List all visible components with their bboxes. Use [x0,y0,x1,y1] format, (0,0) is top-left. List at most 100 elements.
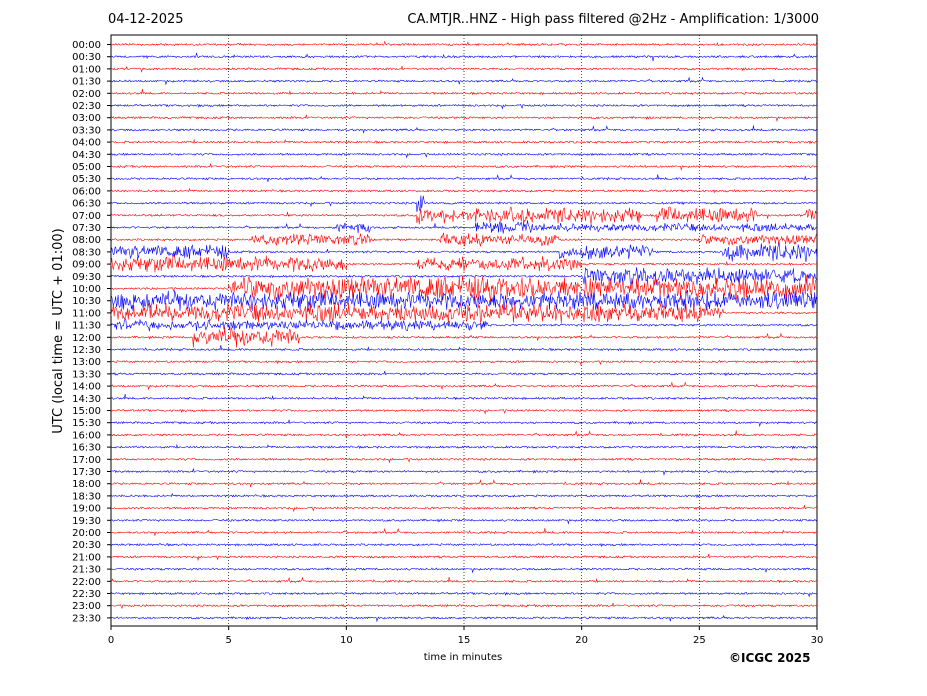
plot-frame [110,34,818,627]
y-tick-label: 20:00 [72,528,101,539]
trace-1100 [110,302,818,324]
y-tick-label: 23:30 [72,613,101,624]
y-tick-label: 23:00 [72,601,101,612]
y-tick-label: 04:00 [72,138,101,149]
y-tick-label: 08:30 [72,247,101,258]
trace-1300 [110,359,818,366]
trace-0200 [110,88,818,96]
y-tick-label: 13:30 [72,369,101,380]
trace-0100 [110,65,818,73]
y-tick-label: 10:00 [72,284,101,295]
trace-2030 [110,542,818,548]
trace-0300 [110,114,818,123]
y-tick-label: 01:30 [72,77,101,88]
trace-2200 [110,576,818,584]
y-tick-label: 03:30 [72,125,101,136]
y-tick-label: 06:00 [72,186,101,197]
trace-1400 [110,381,818,391]
trace-0230 [110,103,818,110]
y-tick-label: 12:00 [72,333,101,344]
trace-0030 [110,52,818,62]
y-tick-label: 09:00 [72,260,101,271]
y-tick-label: 16:00 [72,430,101,441]
trace-1200 [110,327,818,348]
trace-1700 [110,457,818,464]
trace-0700 [110,206,818,225]
y-tick-label: 22:00 [72,577,101,588]
y-tick-label: 03:00 [72,113,101,124]
trace-0530 [110,174,818,182]
trace-1230 [110,345,818,352]
trace-1330 [110,370,818,377]
x-tick-label: 20 [575,635,588,646]
y-tick-label: 07:30 [72,223,101,234]
trace-0400 [110,138,818,145]
y-tick-label: 09:30 [72,272,101,283]
y-tick-label: 20:30 [72,540,101,551]
y-tick-label: 17:00 [72,455,101,466]
y-tick-label: 11:00 [72,308,101,319]
trace-2100 [110,553,818,562]
y-tick-label: 19:30 [72,516,101,527]
y-tick-label: 00:00 [72,40,101,51]
trace-0130 [110,76,818,86]
y-tick-label: 19:00 [72,504,101,515]
trace-1830 [110,492,818,499]
y-tick-label: 21:00 [72,552,101,563]
trace-0830 [110,242,818,263]
trace-1430 [110,393,818,401]
x-tick-label: 25 [693,635,706,646]
trace-1800 [110,479,818,487]
x-tick-label: 15 [458,635,471,646]
y-tick-label: 01:00 [72,64,101,75]
y-tick-label: 16:30 [72,443,101,454]
trace-0600 [110,187,818,194]
y-tick-label: 18:30 [72,491,101,502]
y-tick-label: 15:00 [72,406,101,417]
y-tick-label: 11:30 [72,321,101,332]
trace-2000 [110,527,818,536]
trace-1930 [110,518,818,525]
y-tick-label: 15:30 [72,418,101,429]
y-tick-label: 12:30 [72,345,101,356]
y-tick-label: 02:00 [72,89,101,100]
trace-0330 [110,125,818,134]
y-tick-label: 18:00 [72,479,101,490]
trace-2300 [110,602,818,610]
trace-0900 [110,255,818,273]
x-axis-label: time in minutes [424,652,503,663]
y-tick-label: 17:30 [72,467,101,478]
trace-1730 [111,468,818,476]
chart-date: 04-12-2025 [108,12,184,27]
trace-2230 [110,591,818,598]
y-tick-label: 13:00 [72,357,101,368]
trace-2130 [110,567,818,574]
trace-1630 [110,443,818,450]
copyright-notice: ©ICGC 2025 [729,651,811,665]
y-tick-label: 06:30 [72,199,101,210]
x-tick-label: 5 [225,635,231,646]
y-tick-label: 08:00 [72,235,101,246]
trace-1000 [110,275,818,302]
y-tick-label: 05:00 [72,162,101,173]
chart-title: CA.MTJR..HNZ - High pass filtered @2Hz -… [407,12,819,27]
x-tick-label: 30 [811,635,824,646]
trace-0500 [110,163,818,171]
trace-1500 [110,408,818,415]
trace-1600 [110,430,818,439]
y-axis-label: UTC (local time = UTC + 01:00) [51,228,66,433]
trace-0930 [110,266,818,286]
y-tick-label: 10:30 [72,296,101,307]
trace-2330 [110,614,818,623]
trace-0000 [110,40,818,47]
y-tick-label: 21:30 [72,565,101,576]
x-tick-label: 0 [108,635,114,646]
y-tick-label: 22:30 [72,589,101,600]
trace-0630 [110,195,818,213]
y-tick-label: 00:30 [72,52,101,63]
trace-0430 [110,152,818,159]
x-tick-label: 10 [340,635,353,646]
trace-1130 [110,318,818,332]
y-tick-label: 02:30 [72,101,101,112]
